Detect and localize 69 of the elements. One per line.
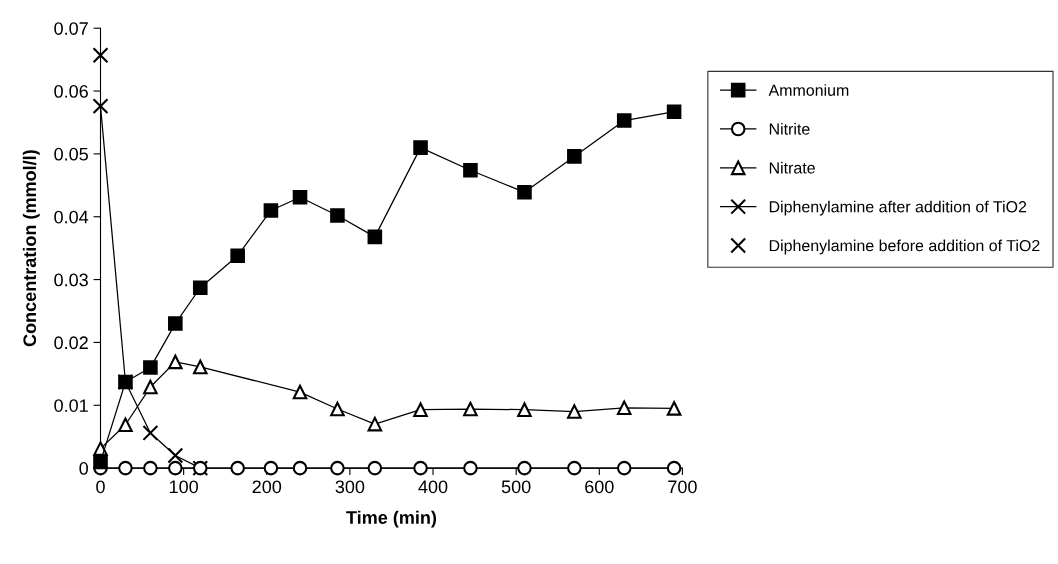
point: [168, 354, 183, 370]
point: [367, 229, 383, 245]
point: [263, 460, 279, 476]
point: [463, 401, 478, 417]
point: [118, 417, 133, 433]
y-tick-label: 0.05: [54, 147, 88, 161]
point: [167, 447, 184, 464]
y-tick-label: 0: [79, 462, 88, 475]
y-tick-label: 0.02: [54, 336, 88, 350]
x-tick-label: 600: [585, 480, 614, 494]
point: [463, 162, 478, 178]
point: [367, 416, 383, 432]
point: [330, 460, 345, 476]
point: [666, 460, 682, 476]
point: [92, 98, 109, 115]
point: [292, 384, 308, 400]
point: [92, 47, 109, 64]
point: [616, 460, 632, 476]
point: [616, 113, 632, 128]
legend-label: Ammonium: [768, 84, 849, 96]
point: [517, 460, 532, 476]
point: [168, 460, 183, 476]
point: [330, 401, 345, 417]
x-tick-label: 400: [418, 480, 448, 494]
point: [292, 189, 308, 205]
y-tick-label: 0.04: [54, 210, 89, 224]
y-tick-label: 0.07: [54, 22, 88, 35]
point: [413, 402, 428, 417]
point: [517, 184, 532, 200]
point: [230, 248, 245, 263]
point: [263, 203, 279, 218]
point: [168, 316, 183, 331]
x-tick-label: 300: [335, 480, 365, 494]
point: [143, 360, 158, 375]
y-tick-label: 0.01: [54, 399, 88, 412]
point: [666, 104, 682, 120]
point: [292, 460, 308, 476]
point: [567, 460, 582, 476]
point: [192, 280, 208, 296]
point: [192, 359, 208, 375]
x-tick-label: 200: [252, 480, 282, 494]
x-tick-label: 0: [96, 480, 105, 494]
point: [463, 460, 478, 476]
point: [413, 460, 428, 476]
point: [616, 400, 632, 416]
legend-label: Diphenylamine before addition of TiO2: [769, 239, 1040, 255]
point: [93, 454, 108, 470]
x-tick-label: 100: [169, 480, 198, 494]
point: [567, 404, 582, 419]
point: [143, 379, 158, 395]
y-tick-label: 0.03: [54, 273, 88, 287]
y-tick-label: 0.06: [54, 84, 88, 98]
point: [330, 208, 345, 223]
legend-label: Nitrite: [769, 123, 810, 135]
y-axis-title: Concentration (mmol/l): [22, 150, 40, 347]
legend-label: Nitrate: [769, 161, 815, 174]
point: [118, 460, 133, 476]
point: [413, 140, 428, 155]
point: [666, 401, 682, 416]
point: [230, 460, 245, 476]
legend-label: Diphenylamine after addition of TiO2: [769, 200, 1027, 216]
point: [517, 402, 532, 417]
point: [567, 149, 582, 164]
x-tick-label: 500: [501, 480, 531, 494]
point: [367, 460, 383, 476]
point: [142, 424, 159, 441]
point: [143, 460, 158, 476]
x-axis-title: Time (min): [346, 510, 437, 528]
x-tick-label: 700: [668, 480, 697, 494]
